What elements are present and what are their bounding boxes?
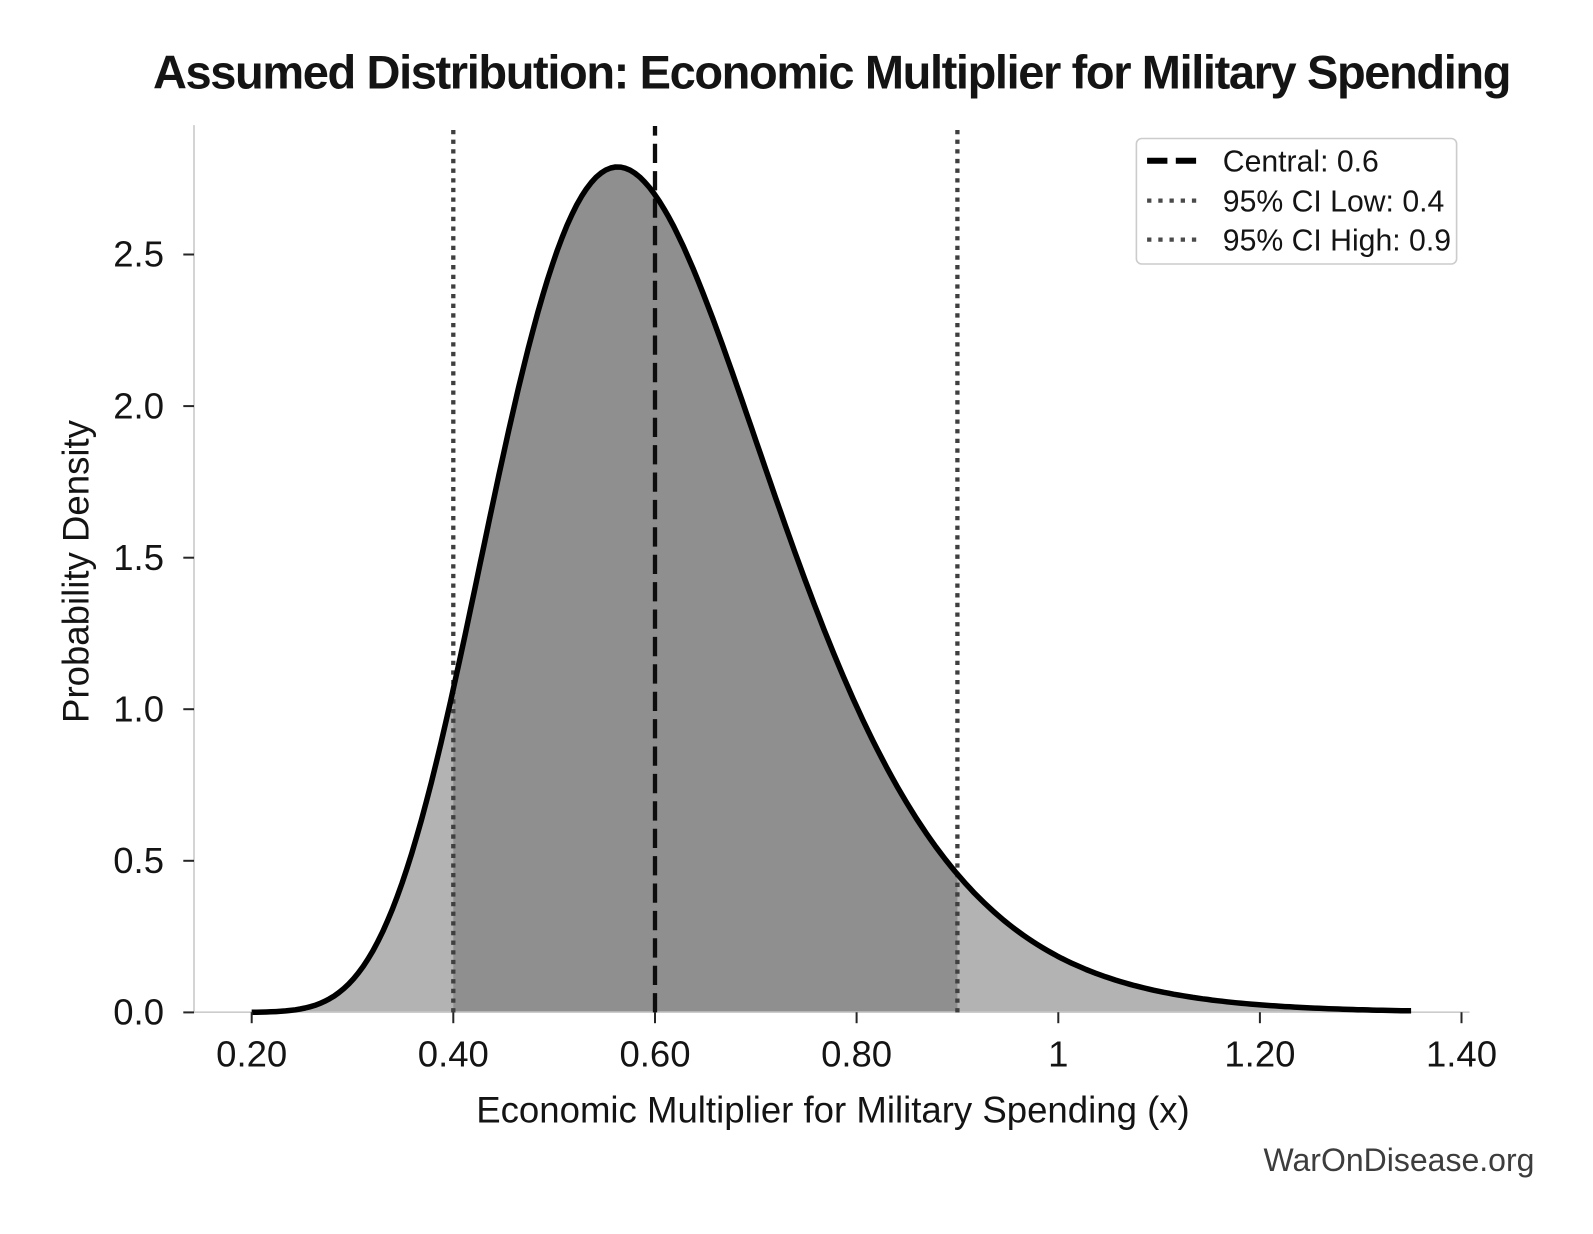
svg-text:Probability Density: Probability Density <box>56 419 97 723</box>
svg-text:1.0: 1.0 <box>113 688 164 729</box>
svg-text:0.40: 0.40 <box>418 1034 489 1075</box>
svg-text:0.5: 0.5 <box>113 840 164 881</box>
svg-text:2.0: 2.0 <box>113 385 164 426</box>
svg-text:0.20: 0.20 <box>216 1034 287 1075</box>
svg-text:1.5: 1.5 <box>113 537 164 578</box>
svg-text:Assumed Distribution: Economic: Assumed Distribution: Economic Multiplie… <box>153 46 1510 99</box>
svg-text:Economic Multiplier for Milita: Economic Multiplier for Military Spendin… <box>476 1090 1190 1131</box>
svg-text:WarOnDisease.org: WarOnDisease.org <box>1263 1142 1534 1178</box>
svg-text:1.20: 1.20 <box>1224 1034 1295 1075</box>
svg-text:0.80: 0.80 <box>821 1034 892 1075</box>
svg-text:2.5: 2.5 <box>113 234 164 275</box>
svg-text:Central: 0.6: Central: 0.6 <box>1223 146 1379 179</box>
svg-text:95% CI High: 0.9: 95% CI High: 0.9 <box>1223 224 1451 257</box>
svg-text:1.40: 1.40 <box>1426 1034 1497 1075</box>
svg-text:1: 1 <box>1048 1034 1068 1075</box>
svg-text:95% CI Low: 0.4: 95% CI Low: 0.4 <box>1223 185 1445 218</box>
svg-text:0.60: 0.60 <box>619 1034 690 1075</box>
svg-text:0.0: 0.0 <box>113 992 164 1033</box>
